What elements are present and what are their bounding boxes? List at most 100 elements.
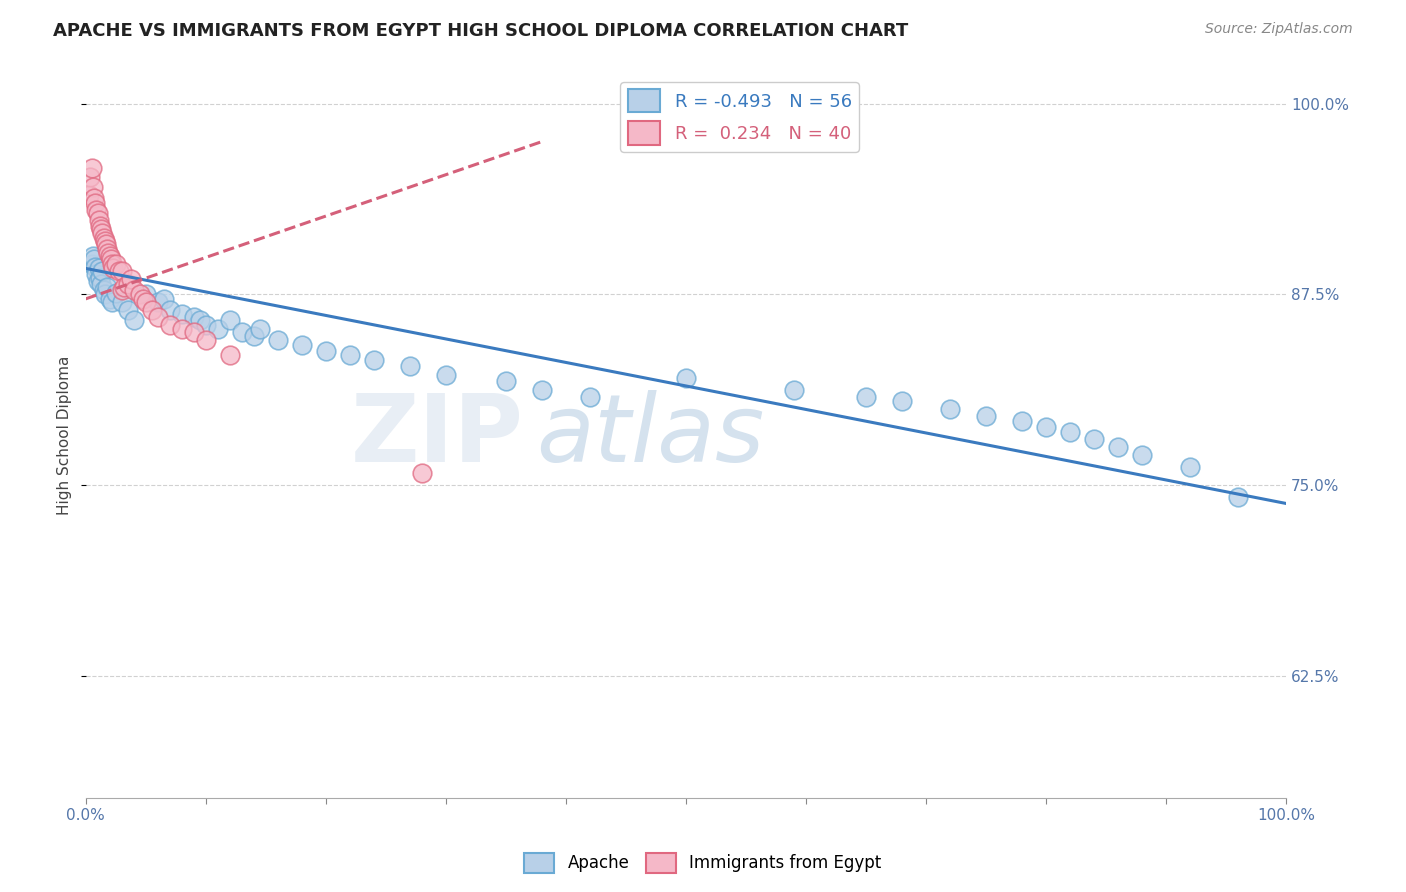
Point — [1226, 491, 1249, 505]
Point — [855, 390, 877, 404]
Point — [291, 337, 314, 351]
Point — [170, 307, 193, 321]
Point — [112, 279, 135, 293]
Point — [132, 292, 155, 306]
Point — [117, 277, 139, 291]
Point — [159, 318, 181, 332]
Point — [87, 212, 110, 227]
Point — [84, 195, 107, 210]
Point — [1035, 420, 1057, 434]
Point — [218, 313, 240, 327]
Point — [93, 231, 115, 245]
Point — [108, 264, 131, 278]
Text: Source: ZipAtlas.com: Source: ZipAtlas.com — [1205, 22, 1353, 37]
Point — [339, 348, 361, 362]
Point — [83, 191, 105, 205]
Point — [495, 375, 517, 389]
Point — [146, 295, 169, 310]
Point — [98, 292, 121, 306]
Point — [91, 264, 114, 278]
Point — [135, 295, 157, 310]
Point — [1011, 414, 1033, 428]
Point — [434, 368, 457, 383]
Point — [86, 274, 108, 288]
Point — [183, 310, 205, 325]
Point — [82, 249, 104, 263]
Text: APACHE VS IMMIGRANTS FROM EGYPT HIGH SCHOOL DIPLOMA CORRELATION CHART: APACHE VS IMMIGRANTS FROM EGYPT HIGH SCH… — [53, 22, 908, 40]
Point — [152, 292, 174, 306]
Point — [530, 384, 553, 398]
Point — [170, 322, 193, 336]
Point — [104, 257, 127, 271]
Point — [101, 295, 124, 310]
Point — [783, 384, 806, 398]
Point — [1059, 425, 1081, 439]
Point — [974, 409, 997, 424]
Point — [122, 313, 145, 327]
Point — [93, 234, 115, 248]
Point — [188, 313, 211, 327]
Point — [194, 318, 217, 332]
Text: ZIP: ZIP — [352, 390, 523, 482]
Point — [84, 260, 107, 274]
Point — [104, 285, 127, 300]
Point — [675, 371, 697, 385]
Point — [86, 268, 108, 282]
Point — [89, 270, 111, 285]
Point — [120, 272, 142, 286]
Point — [80, 257, 103, 271]
Point — [83, 252, 105, 267]
Point — [91, 227, 114, 241]
Point — [110, 283, 132, 297]
Point — [87, 261, 110, 276]
Point — [122, 283, 145, 297]
Point — [242, 328, 264, 343]
Point — [194, 333, 217, 347]
Point — [578, 390, 600, 404]
Point — [231, 326, 253, 340]
Point — [90, 221, 112, 235]
Point — [101, 257, 124, 271]
Point — [1178, 459, 1201, 474]
Point — [82, 180, 104, 194]
Point — [93, 287, 115, 301]
Text: atlas: atlas — [536, 390, 763, 481]
Point — [94, 236, 117, 251]
Point — [100, 252, 122, 267]
Point — [93, 283, 115, 297]
Point — [1083, 433, 1105, 447]
Point — [79, 169, 101, 184]
Point — [1130, 448, 1153, 462]
Point — [110, 264, 132, 278]
Point — [398, 359, 420, 373]
Point — [411, 466, 433, 480]
Point — [96, 279, 118, 293]
Point — [90, 277, 112, 291]
Point — [939, 401, 962, 416]
Point — [207, 322, 229, 336]
Point — [146, 310, 169, 325]
Point — [218, 348, 240, 362]
Point — [159, 302, 181, 317]
Point — [117, 302, 139, 317]
Point — [110, 295, 132, 310]
Point — [183, 326, 205, 340]
Legend: R = -0.493   N = 56, R =  0.234   N = 40: R = -0.493 N = 56, R = 0.234 N = 40 — [620, 82, 859, 152]
Point — [97, 246, 120, 260]
Point — [315, 343, 337, 358]
Point — [128, 287, 150, 301]
Point — [141, 302, 163, 317]
Point — [96, 242, 118, 256]
Point — [363, 353, 385, 368]
Point — [86, 206, 108, 220]
Point — [101, 261, 124, 276]
Point — [266, 333, 288, 347]
Point — [249, 322, 271, 336]
Point — [1107, 440, 1129, 454]
Point — [89, 219, 111, 233]
Point — [98, 249, 121, 263]
Point — [77, 188, 100, 202]
Point — [80, 161, 103, 175]
Point — [890, 394, 912, 409]
Y-axis label: High School Diploma: High School Diploma — [58, 356, 72, 516]
